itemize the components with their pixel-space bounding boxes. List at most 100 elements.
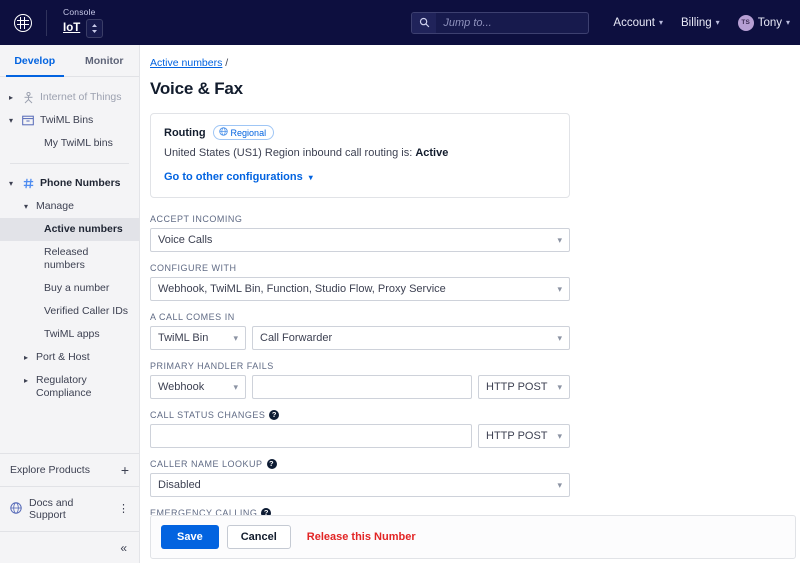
sidebar-footer: Explore Products + [0,453,139,486]
sidebar-item-label: Regulatory Compliance [36,374,92,399]
docs-support-section: Docs and Support ⋮ [0,486,139,531]
routing-header: Routing Regional [164,125,556,140]
console-logo-button[interactable] [0,0,46,45]
sidebar-item-regulatory-compliance[interactable]: ▸ Regulatory Compliance [0,369,139,404]
field-label-text: CALL STATUS CHANGES [150,410,266,420]
sidebar-divider [10,163,129,164]
primary-handler-fails-type-value: Webhook [158,381,205,393]
cancel-button[interactable]: Cancel [226,525,291,549]
global-search[interactable] [411,11,590,34]
sidebar-item-manage[interactable]: ▾ Manage [0,195,139,218]
primary-handler-fails-type-select[interactable]: Webhook ▾ [150,375,246,399]
chevron-down-icon: ▾ [557,332,562,343]
sidebar-item-active-numbers[interactable]: Active numbers [0,218,139,241]
globe-icon [218,127,228,138]
chevron-down-icon: ▾ [658,18,663,27]
field-emergency-calling: EMERGENCY CALLING ? Emergency Address is… [150,508,570,515]
breadcrumb: Active numbers / [150,57,570,69]
field-label-text: EMERGENCY CALLING [150,508,258,515]
sidebar-item-internet-of-things[interactable]: ▸ Internet of Things [0,86,139,109]
field-call-status-changes: CALL STATUS CHANGES ? HTTP POST ▾ [150,410,570,448]
sidebar-item-port-and-host[interactable]: ▸ Port & Host [0,346,139,369]
sidebar-item-twiml-apps[interactable]: TwiML apps [44,328,100,340]
content-column: Active numbers / Voice & Fax Routing [150,57,570,515]
field-label: EMERGENCY CALLING ? [150,508,570,515]
save-button[interactable]: Save [161,525,219,549]
sidebar-item-label: TwiML Bins [40,114,94,126]
accept-incoming-select[interactable]: Voice Calls ▾ [150,228,570,252]
breadcrumb-link-active-numbers[interactable]: Active numbers [150,57,223,69]
user-menu[interactable]: TS Tony ▾ [737,14,790,31]
field-label: PRIMARY HANDLER FAILS [150,361,274,371]
chevron-down-icon[interactable]: ▾ [8,179,13,188]
chevron-down-icon[interactable]: ▾ [8,116,13,125]
collapse-sidebar-button[interactable]: « [0,531,139,563]
release-this-number-link[interactable]: Release this Number [306,531,416,543]
sidebar-item-my-twiml-bins[interactable]: My TwiML bins [44,137,113,149]
tab-monitor[interactable]: Monitor [85,54,124,67]
app-shell: Develop Monitor ▸ Internet of Things [0,45,800,563]
chevron-right-icon[interactable]: ▸ [8,93,13,102]
a-call-comes-in-target-select[interactable]: Call Forwarder ▾ [252,326,570,350]
sidebar-item-buy-a-number[interactable]: Buy a number [44,282,110,294]
tab-develop[interactable]: Develop [0,45,70,77]
primary-handler-fails-method-select[interactable]: HTTP POST ▾ [478,375,570,399]
caller-name-lookup-select[interactable]: Disabled ▾ [150,473,570,497]
search-icon[interactable] [412,12,437,33]
chevron-down-icon: ▾ [557,381,562,392]
field-caller-name-lookup: CALLER NAME LOOKUP ? Disabled ▾ [150,459,570,497]
plus-icon[interactable]: + [120,462,129,478]
sidebar-nav: ▸ Internet of Things ▾ [0,77,139,453]
help-icon[interactable]: ? [261,508,272,515]
go-to-other-configurations-link[interactable]: Go to other configurations ▾ [164,171,313,183]
kebab-menu-icon[interactable]: ⋮ [118,502,129,515]
chevron-down-icon[interactable]: ▾ [23,202,28,211]
call-status-changes-url-input[interactable] [150,424,472,448]
configure-with-value: Webhook, TwiML Bin, Function, Studio Flo… [158,283,446,295]
docs-and-support-button[interactable]: Docs and Support ⋮ [0,487,139,531]
field-a-call-comes-in: A CALL COMES IN TwiML Bin ▾ Call Forward… [150,312,570,350]
twiml-bin-icon [21,113,35,128]
sidebar-tabs: Develop Monitor [0,45,139,77]
billing-menu[interactable]: Billing ▾ [681,17,720,29]
account-menu[interactable]: Account ▾ [613,17,663,29]
sidebar-item-verified-caller-ids[interactable]: Verified Caller IDs [44,305,129,317]
field-label: ACCEPT INCOMING [150,214,243,224]
primary-handler-fails-method-value: HTTP POST [486,381,548,393]
up-down-chevron-icon[interactable] [86,19,104,38]
avatar: TS [737,14,754,31]
call-status-changes-method-select[interactable]: HTTP POST ▾ [478,424,570,448]
sidebar-item-label: Manage [36,200,74,212]
status-badge: Regional [212,125,275,140]
sidebar-item-released-numbers[interactable]: Released numbers [44,246,89,271]
sidebar-item-twiml-bins[interactable]: ▾ TwiML Bins [0,109,139,132]
field-primary-handler-fails: PRIMARY HANDLER FAILS Webhook ▾ HTTP POS… [150,361,570,399]
a-call-comes-in-target-value: Call Forwarder [260,332,333,344]
routing-card: Routing Regional [150,113,570,198]
a-call-comes-in-type-select[interactable]: TwiML Bin ▾ [150,326,246,350]
main-scroll-area: Active numbers / Voice & Fax Routing [140,45,800,515]
field-accept-incoming: ACCEPT INCOMING Voice Calls ▾ [150,214,570,252]
field-label: A CALL COMES IN [150,312,235,322]
user-menu-label: Tony [757,16,782,29]
primary-handler-fails-url-input[interactable] [252,375,472,399]
console-product-selector[interactable]: Console IoT [47,0,104,45]
field-label: CALLER NAME LOOKUP ? [150,459,570,469]
status-badge-label: Regional [230,127,267,138]
explore-products-button[interactable]: Explore Products + [0,454,139,486]
sidebar-item-phone-numbers[interactable]: ▾ Phone Numbers [0,172,139,195]
configure-with-select[interactable]: Webhook, TwiML Bin, Function, Studio Flo… [150,277,570,301]
chevron-right-icon[interactable]: ▸ [23,376,28,385]
help-icon[interactable]: ? [269,410,280,420]
search-input[interactable] [436,16,589,29]
sidebar-item-label: Phone Numbers [40,177,121,189]
chevron-down-icon: ▾ [557,430,562,441]
explore-products-label: Explore Products [10,464,90,476]
help-icon[interactable]: ? [266,459,277,469]
field-configure-with: CONFIGURE WITH Webhook, TwiML Bin, Funct… [150,263,570,301]
console-product-name[interactable]: IoT [63,22,81,34]
accept-incoming-value: Voice Calls [158,234,213,246]
chevron-down-icon: ▾ [715,18,720,27]
chevron-right-icon[interactable]: ▸ [23,353,28,362]
chevron-down-icon: ▾ [557,479,562,490]
